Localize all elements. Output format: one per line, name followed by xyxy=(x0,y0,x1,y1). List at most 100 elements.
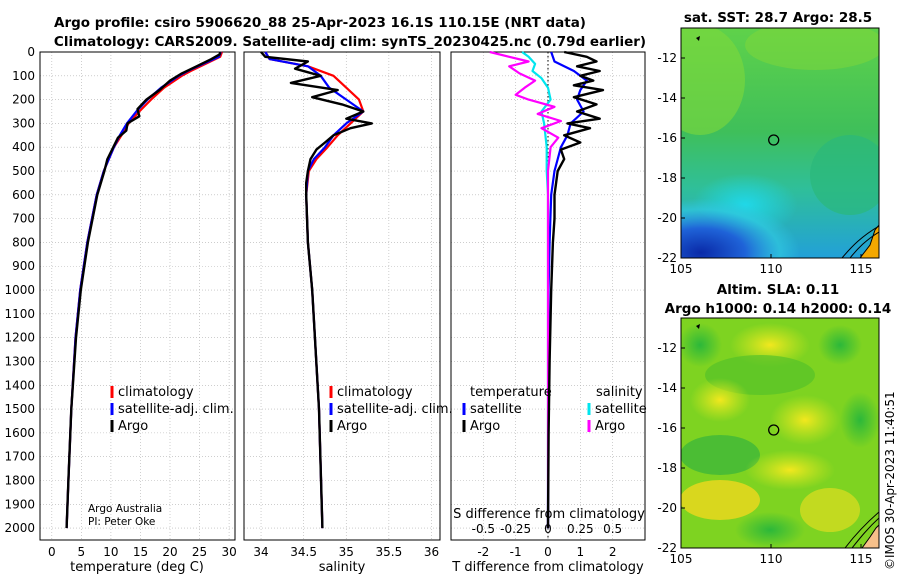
sla-map-title-line2: Argo h1000: 0.14 h2000: 0.14 xyxy=(665,301,892,317)
sla-high-patch xyxy=(770,395,840,445)
lat-tick-label: -18 xyxy=(657,171,677,185)
depth-tick-label: 2000 xyxy=(4,521,35,535)
temperature-series xyxy=(65,51,224,529)
x-tick-label: 25 xyxy=(192,545,207,559)
depth-tick-label: 100 xyxy=(12,69,35,83)
temperature-axes-frame xyxy=(39,51,236,541)
sst-field xyxy=(681,28,879,258)
lat-tick-label: -14 xyxy=(657,381,677,395)
bathymetry-contour xyxy=(849,231,879,258)
argo-location-marker xyxy=(768,134,780,146)
difference-legend: temperature satellite Argo salinity sate… xyxy=(462,385,647,434)
t-difference-xlabel: T difference from climatology xyxy=(451,560,644,575)
depth-tick-label: 200 xyxy=(12,93,35,107)
sla-low-patch xyxy=(840,392,879,448)
lat-tick-label: -16 xyxy=(657,131,677,145)
salinity-tick-labels: 34 34.5 35 35.5 36 xyxy=(253,545,439,559)
lat-tick-label: -22 xyxy=(657,541,677,555)
legend-satellite-label: satellite-adj. clim. xyxy=(118,402,234,417)
sla-map-ticks: 105 110 115 -12 -14 -16 -18 -20 -22 xyxy=(657,341,872,566)
series-line-argo xyxy=(260,51,373,529)
series-line-t-argo xyxy=(546,50,605,529)
x-tick-label: 35.5 xyxy=(376,545,403,559)
lon-tick-label: 105 xyxy=(670,552,693,566)
sst-map: sat. SST: 28.7 Argo: 28.5 105 110 115 -12 -1… xyxy=(657,10,880,276)
figure-title-line1: Argo profile: csiro 5906620_88 25-Apr-20… xyxy=(54,15,586,31)
argo-location-marker xyxy=(768,424,780,436)
legend-climatology-label: climatology xyxy=(337,385,413,400)
s-tick-label: -0.25 xyxy=(500,522,531,536)
sst-warm-patch xyxy=(681,28,745,135)
x-tick-label: 15 xyxy=(133,545,148,559)
bathymetry-contour xyxy=(841,225,879,258)
difference-series xyxy=(489,50,605,529)
sla-map-frame xyxy=(680,317,880,549)
figure-title-line2: Climatology: CARS2009. Satellite-adj cli… xyxy=(54,34,646,50)
x-tick-label: 1 xyxy=(577,545,585,559)
depth-tick-label: 1800 xyxy=(4,473,35,487)
s-tick-label: -0.5 xyxy=(472,522,495,536)
legend-salinity-title: salinity xyxy=(596,385,643,400)
legend-satellite-label: satellite-adj. clim. xyxy=(337,402,453,417)
x-tick-label: 10 xyxy=(103,545,118,559)
temperature-panel: 0100200300400500600700800900100011001200… xyxy=(4,45,236,575)
x-tick-label: 34.5 xyxy=(290,545,317,559)
x-tick-label: 36 xyxy=(424,545,439,559)
depth-tick-label: 1200 xyxy=(4,331,35,345)
lat-tick-label: -20 xyxy=(657,211,677,225)
s-tick-label: 0.25 xyxy=(567,522,594,536)
legend-argo-label: Argo xyxy=(118,419,148,434)
lon-tick-label: 115 xyxy=(850,552,873,566)
x-tick-label: 0 xyxy=(544,545,552,559)
sla-low-patch xyxy=(818,325,862,365)
coastline-land xyxy=(861,524,879,548)
sla-high-patch xyxy=(745,450,835,490)
s-tick-label: 0.5 xyxy=(603,522,622,536)
salinity-xlabel: salinity xyxy=(319,560,366,575)
sst-map-ticks: 105 110 115 -12 -14 -16 -18 -20 -22 xyxy=(657,51,872,276)
sla-low-patch xyxy=(681,435,760,475)
sla-map: Altim. SLA: 0.11 Argo h1000: 0.14 h2000:… xyxy=(657,282,891,566)
sla-low-patch xyxy=(681,323,722,367)
x-tick-label: 34 xyxy=(253,545,268,559)
lon-tick-label: 110 xyxy=(760,262,783,276)
s-difference-label: S difference from climatology xyxy=(453,507,645,522)
lat-tick-label: -12 xyxy=(657,51,677,65)
difference-tick-labels: -2 -1 0 1 2 xyxy=(477,545,616,559)
legend-t-satellite-label: satellite xyxy=(470,402,522,417)
legend-climatology-label: climatology xyxy=(118,385,194,400)
x-tick-label: 30 xyxy=(221,545,236,559)
temperature-tick-labels: 0 5 10 15 20 25 30 xyxy=(48,545,237,559)
sst-map-frame xyxy=(680,27,880,259)
depth-tick-label: 0 xyxy=(27,45,35,59)
sst-cold-region xyxy=(681,150,879,258)
lon-tick-label: 115 xyxy=(850,262,873,276)
x-tick-label: 0 xyxy=(48,545,56,559)
island-marker xyxy=(696,36,700,41)
lon-tick-label: 110 xyxy=(760,552,783,566)
island-marker xyxy=(696,324,700,329)
depth-tick-label: 1900 xyxy=(4,497,35,511)
legend-s-satellite-label: satellite xyxy=(595,402,647,417)
depth-tick-label: 700 xyxy=(12,212,35,226)
series-line-s-argo xyxy=(489,50,563,529)
salinity-series xyxy=(260,51,373,529)
lat-tick-label: -20 xyxy=(657,501,677,515)
depth-tick-label: 400 xyxy=(12,140,35,154)
series-line-argo xyxy=(65,51,222,529)
temperature-legend: climatology satellite-adj. clim. Argo xyxy=(110,385,234,434)
depth-tick-labels: 0 100 200 300 400 500 600 700 800 900 1000 1100 1200… xyxy=(4,45,35,535)
s-tick-label: 0 xyxy=(544,522,552,536)
depth-tick-label: 1000 xyxy=(4,283,35,297)
depth-tick-label: 800 xyxy=(12,235,35,249)
credit-line2: PI: Peter Oke xyxy=(88,516,155,528)
depth-tick-label: 1500 xyxy=(4,402,35,416)
salinity-panel: 34 34.5 35 35.5 36 salinity climatology sate… xyxy=(243,51,453,575)
sla-map-title-line1: Altim. SLA: 0.11 xyxy=(717,282,839,298)
salinity-difference-tick-labels: -0.5 -0.25 0 0.25 0.5 xyxy=(472,522,623,536)
sst-warm-patch xyxy=(745,28,879,70)
depth-tick-label: 1700 xyxy=(4,450,35,464)
lat-tick-label: -12 xyxy=(657,341,677,355)
temperature-xlabel: temperature (deg C) xyxy=(70,560,204,575)
